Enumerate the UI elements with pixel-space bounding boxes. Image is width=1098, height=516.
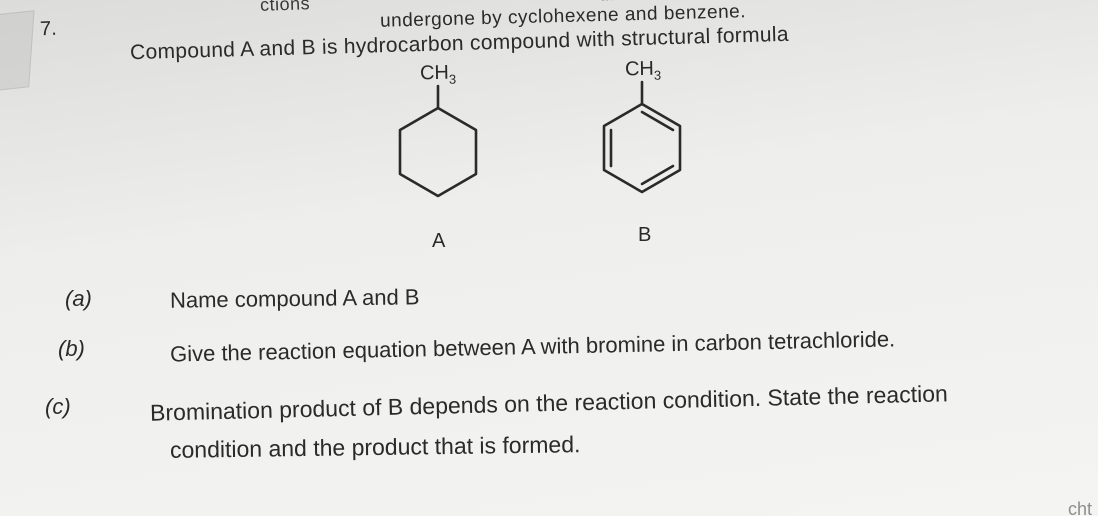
structure-a-svg [378,80,498,230]
part-c-text-line2: condition and the product that is formed… [170,431,581,464]
structure-label-a: A [432,230,445,253]
structure-b-svg [582,76,702,226]
part-c-marker: (c) [45,394,71,420]
part-c-text-line1: Bromination product of B depends on the … [150,380,948,426]
part-b-text: Give the reaction equation between A wit… [170,326,896,367]
page: ctions able to react with bro undergone … [0,0,1098,516]
fragment-top-1: ctions [260,0,311,16]
part-a-marker: (a) [65,286,92,312]
question-number: 7. [40,18,57,42]
part-a-text: Name compound A and B [170,284,420,313]
structure-label-b: B [638,224,651,247]
fragment-bottom: cht [1068,499,1092,516]
page-edge-decor [0,10,35,93]
part-b-marker: (b) [58,336,85,362]
